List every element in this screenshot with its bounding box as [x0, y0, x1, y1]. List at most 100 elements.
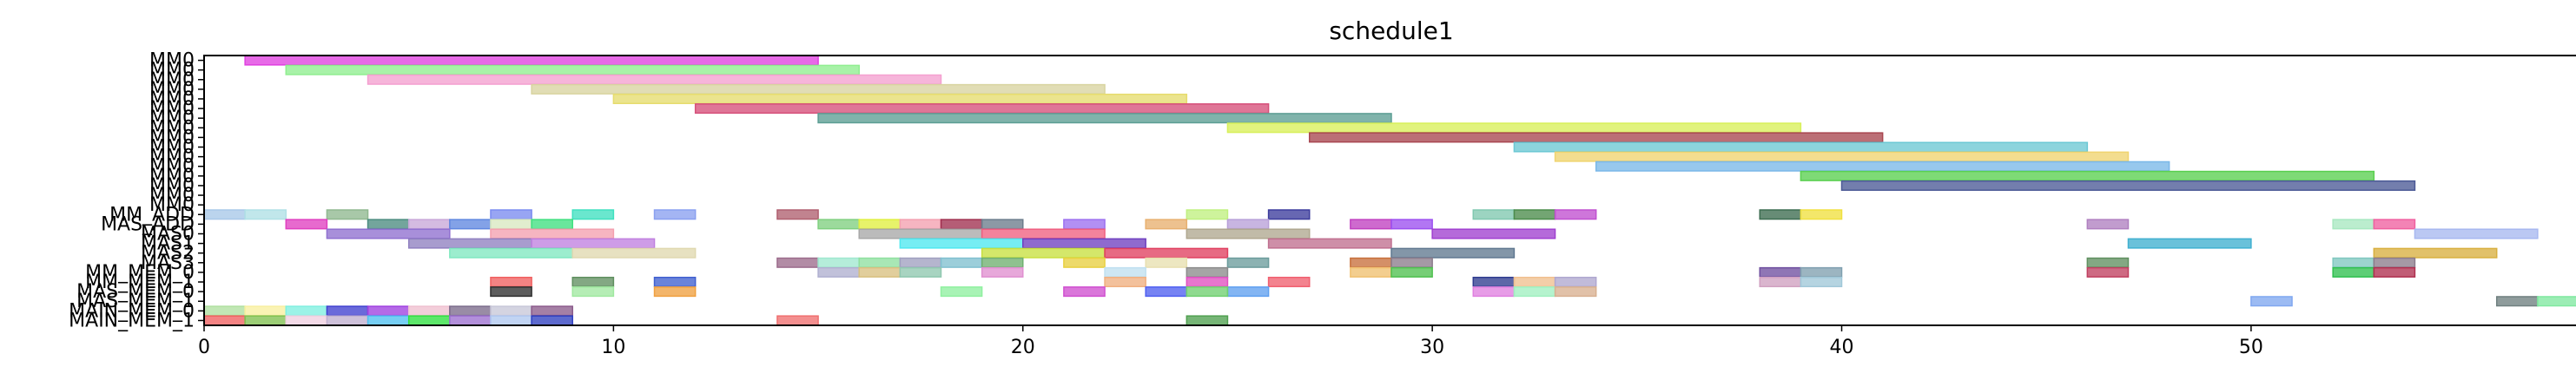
task-bar-MAS0-54 — [2414, 228, 2539, 239]
task-bar-MAS_MEM_0-31 — [1472, 286, 1516, 298]
task-bar-MM_MEM_0-15 — [817, 266, 860, 278]
task-bar-MM_ADD-14 — [776, 209, 819, 220]
task-bar-MM_MEM_0-24 — [1186, 266, 1229, 278]
y-tick-label: MAS_ADD — [101, 213, 195, 235]
task-bar-MAS3-28 — [1350, 257, 1392, 268]
task-bar-MM_MEM_1-39 — [1800, 276, 1843, 288]
task-bar-MAS_MEM_0-24 — [1186, 286, 1229, 298]
task-bar-MAIN_MEM_1-2 — [285, 315, 328, 326]
task-bar-MAIN_MEM_1-8 — [531, 315, 573, 326]
task-bar-MM_MEM_0-19 — [981, 266, 1024, 278]
task-bar-MAIN_MEM_1-14 — [776, 315, 819, 326]
task-bar-MAS_ADD-46 — [2086, 219, 2130, 230]
y-tick-label: MM0 — [149, 175, 195, 197]
task-bar-MAS1-17 — [899, 238, 1024, 249]
task-bar-MAS_ADD-2 — [285, 219, 328, 230]
task-bar-MAS1-20 — [1022, 238, 1146, 249]
task-bar-MM_MEM_0-29 — [1390, 266, 1433, 278]
task-bar-MAS3-21 — [1063, 257, 1106, 268]
task-bar-MAS_MEM_0-18 — [940, 286, 983, 298]
task-bar-MAS_MEM_0-32 — [1513, 286, 1556, 298]
task-bar-MAS_MEM_1-57 — [2537, 296, 2576, 307]
task-bar-MM10-33 — [1554, 151, 2130, 162]
task-bar-MAS_ADD-4 — [367, 219, 410, 230]
task-bar-MAS3-52 — [2332, 257, 2375, 268]
task-bar-MM_ADD-7 — [490, 209, 532, 220]
task-bar-MM7-25 — [1226, 122, 1802, 134]
y-tick-label: MM0 — [149, 194, 195, 216]
x-axis: 0 10 20 30 40 50 — [198, 325, 2263, 358]
task-bar-MM1-2 — [285, 64, 860, 75]
task-bar-MM_ADD-38 — [1759, 209, 1802, 220]
task-bar-MAS_ADD-6 — [449, 219, 492, 230]
task-bar-MAS3-29 — [1390, 257, 1433, 268]
task-bar-MM_ADD-11 — [653, 209, 697, 220]
task-bar-MM_MEM_0-52 — [2332, 266, 2375, 278]
y-tick-label: MM0 — [149, 108, 195, 129]
y-tick-label: MM0 — [149, 117, 195, 139]
task-bar-MAIN_MEM_0-7 — [490, 305, 532, 317]
task-bar-MAIN_MEM_0-6 — [449, 305, 492, 317]
task-bar-MM_MEM_1-7 — [490, 276, 532, 288]
task-bar-MM_MEM_1-38 — [1759, 276, 1802, 288]
task-bar-MAIN_MEM_0-8 — [531, 305, 573, 317]
y-tick-label: MAS2 — [141, 243, 195, 265]
task-bar-MM_MEM_0-17 — [899, 266, 942, 278]
plot-frame — [203, 55, 2576, 326]
task-bar-MAS_ADD-28 — [1350, 219, 1392, 230]
task-bar-MAS0-7 — [490, 228, 615, 239]
task-bar-MAS1-8 — [531, 238, 656, 249]
task-bar-MM_ADD-9 — [571, 209, 615, 220]
y-tick-label: MM0 — [149, 88, 195, 110]
task-bar-MAS3-18 — [940, 257, 983, 268]
task-bar-MM12-39 — [1800, 170, 2375, 181]
task-bar-MM_ADD-26 — [1267, 209, 1311, 220]
task-bar-MAS_ADD-16 — [858, 219, 902, 230]
task-bar-MM_MEM_1-31 — [1472, 276, 1516, 288]
task-bar-MAS3-14 — [776, 257, 819, 268]
y-tick-label: MAIN_MEM_1 — [69, 310, 195, 331]
task-bar-MM_ADD-1 — [244, 209, 287, 220]
task-bar-MM_MEM_1-33 — [1554, 276, 1597, 288]
x-tick-label: 50 — [2239, 337, 2263, 358]
task-bar-MAIN_MEM_0-4 — [367, 305, 410, 317]
task-bar-MAS3-23 — [1145, 257, 1188, 268]
task-bar-MAS_ADD-8 — [531, 219, 573, 230]
task-bar-MAIN_MEM_1-0 — [203, 315, 246, 326]
x-tick-label: 30 — [1420, 337, 1444, 358]
task-bar-MAIN_MEM_1-24 — [1186, 315, 1229, 326]
y-tick-label: MM0 — [149, 69, 195, 91]
task-bar-MM_ADD-0 — [203, 209, 246, 220]
task-bar-MM_MEM_1-9 — [571, 276, 615, 288]
y-tick-label: MM0 — [149, 60, 195, 82]
task-bar-MAIN_MEM_1-1 — [244, 315, 287, 326]
task-bar-MM_ADD-33 — [1554, 209, 1597, 220]
task-bar-MAS_ADD-17 — [899, 219, 942, 230]
y-tick-label: MAS_MEM_1 — [76, 291, 195, 312]
task-bar-MAS0-3 — [326, 228, 451, 239]
task-bar-MAS_ADD-29 — [1390, 219, 1433, 230]
task-bar-MAIN_MEM_0-1 — [244, 305, 287, 317]
task-bar-MAS1-26 — [1267, 238, 1392, 249]
task-bar-MM_MEM_1-26 — [1267, 276, 1311, 288]
task-bar-MM_MEM_1-24 — [1186, 276, 1229, 288]
chart-title: schedule1 — [1329, 16, 1453, 45]
task-bar-MM_MEM_1-22 — [1104, 276, 1146, 288]
task-bar-MM6-15 — [817, 113, 1392, 124]
y-tick-label: MM0 — [149, 166, 195, 187]
task-bar-MM_MEM_0-39 — [1800, 266, 1843, 278]
task-bar-MAS3-53 — [2373, 257, 2416, 268]
task-bar-MM9-32 — [1513, 141, 2089, 153]
task-bar-MM11-34 — [1595, 161, 2170, 172]
x-tick-label: 40 — [1830, 337, 1854, 358]
x-tick-label: 10 — [601, 337, 625, 358]
task-bar-MAIN_MEM_1-5 — [407, 315, 451, 326]
task-bar-MM8-27 — [1308, 132, 1884, 143]
task-bar-MAS_ADD-21 — [1063, 219, 1106, 230]
y-tick-label: MM0 — [149, 185, 195, 206]
task-bar-MM_MEM_0-22 — [1104, 266, 1146, 278]
task-bar-MAIN_MEM_0-2 — [285, 305, 328, 317]
task-bar-MAS2-9 — [571, 247, 697, 259]
task-bar-MM_MEM_0-53 — [2373, 266, 2416, 278]
task-bar-MAS_MEM_0-9 — [571, 286, 615, 298]
